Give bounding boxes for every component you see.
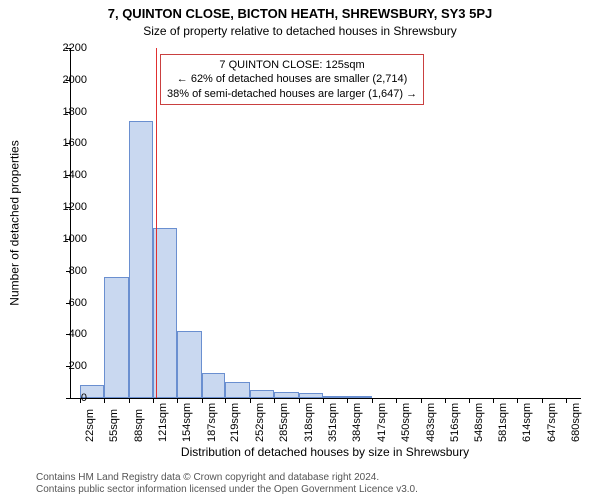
y-tick-label: 200 bbox=[51, 360, 87, 372]
histogram-plot: 22sqm55sqm88sqm121sqm154sqm187sqm219sqm2… bbox=[70, 48, 581, 399]
page-title: 7, QUINTON CLOSE, BICTON HEATH, SHREWSBU… bbox=[0, 6, 600, 21]
y-tick-label: 1600 bbox=[51, 137, 87, 149]
histogram-bar bbox=[274, 392, 298, 398]
y-tick-label: 0 bbox=[51, 392, 87, 404]
x-tick-mark bbox=[129, 398, 130, 403]
x-tick-label: 384sqm bbox=[351, 403, 363, 442]
y-tick-label: 2000 bbox=[51, 74, 87, 86]
x-tick-mark bbox=[104, 398, 105, 403]
histogram-bar bbox=[323, 396, 347, 398]
footer-line-1: Contains HM Land Registry data © Crown c… bbox=[36, 472, 418, 484]
x-tick-mark bbox=[396, 398, 397, 403]
x-tick-mark bbox=[542, 398, 543, 403]
y-tick-label: 400 bbox=[51, 328, 87, 340]
page-subtitle: Size of property relative to detached ho… bbox=[0, 24, 600, 38]
x-tick-label: 417sqm bbox=[376, 403, 388, 442]
histogram-bar bbox=[129, 121, 153, 398]
x-tick-mark bbox=[372, 398, 373, 403]
reference-line bbox=[156, 48, 157, 398]
y-tick-label: 800 bbox=[51, 265, 87, 277]
histogram-bar bbox=[250, 390, 274, 398]
x-tick-mark bbox=[202, 398, 203, 403]
histogram-bar bbox=[225, 382, 249, 398]
y-tick-label: 600 bbox=[51, 297, 87, 309]
x-tick-label: 22sqm bbox=[84, 409, 96, 442]
x-tick-mark bbox=[493, 398, 494, 403]
x-tick-mark bbox=[177, 398, 178, 403]
x-axis-label: Distribution of detached houses by size … bbox=[70, 445, 580, 459]
annotation-line-1: 7 QUINTON CLOSE: 125sqm bbox=[167, 58, 417, 72]
histogram-bar bbox=[299, 393, 323, 398]
x-tick-label: 88sqm bbox=[133, 409, 145, 442]
y-axis-label: Number of detached properties bbox=[8, 48, 22, 398]
x-tick-label: 680sqm bbox=[570, 403, 582, 442]
y-tick-label: 1000 bbox=[51, 233, 87, 245]
x-tick-mark bbox=[274, 398, 275, 403]
x-tick-label: 548sqm bbox=[473, 403, 485, 442]
x-tick-mark bbox=[299, 398, 300, 403]
x-tick-mark bbox=[347, 398, 348, 403]
x-tick-label: 219sqm bbox=[229, 403, 241, 442]
y-tick-label: 1400 bbox=[51, 169, 87, 181]
footer-line-2: Contains public sector information licen… bbox=[36, 484, 418, 496]
x-tick-mark bbox=[469, 398, 470, 403]
x-tick-mark bbox=[566, 398, 567, 403]
x-tick-label: 318sqm bbox=[303, 403, 315, 442]
x-tick-mark bbox=[445, 398, 446, 403]
annotation-line-2: ← 62% of detached houses are smaller (2,… bbox=[167, 72, 417, 86]
histogram-bar bbox=[202, 373, 226, 398]
x-tick-label: 516sqm bbox=[449, 403, 461, 442]
chart-area: 22sqm55sqm88sqm121sqm154sqm187sqm219sqm2… bbox=[70, 48, 580, 398]
x-tick-mark bbox=[323, 398, 324, 403]
x-tick-label: 285sqm bbox=[278, 403, 290, 442]
x-tick-label: 647sqm bbox=[546, 403, 558, 442]
x-tick-label: 351sqm bbox=[327, 403, 339, 442]
annotation-box: 7 QUINTON CLOSE: 125sqm← 62% of detached… bbox=[160, 54, 424, 105]
x-tick-mark bbox=[225, 398, 226, 403]
histogram-bar bbox=[104, 277, 128, 398]
y-tick-label: 1800 bbox=[51, 106, 87, 118]
x-tick-label: 581sqm bbox=[497, 403, 509, 442]
x-tick-label: 252sqm bbox=[254, 403, 266, 442]
x-tick-mark bbox=[250, 398, 251, 403]
annotation-line-3: 38% of semi-detached houses are larger (… bbox=[167, 87, 417, 101]
x-tick-label: 483sqm bbox=[425, 403, 437, 442]
footer-attribution: Contains HM Land Registry data © Crown c… bbox=[36, 472, 418, 496]
y-axis-label-text: Number of detached properties bbox=[8, 140, 22, 305]
x-tick-label: 614sqm bbox=[521, 403, 533, 442]
y-tick-label: 1200 bbox=[51, 201, 87, 213]
x-tick-mark bbox=[517, 398, 518, 403]
x-tick-label: 154sqm bbox=[181, 403, 193, 442]
y-tick-label: 2200 bbox=[51, 42, 87, 54]
x-tick-label: 450sqm bbox=[400, 403, 412, 442]
x-tick-mark bbox=[153, 398, 154, 403]
x-tick-label: 121sqm bbox=[157, 403, 169, 442]
histogram-bar bbox=[177, 331, 201, 398]
x-tick-mark bbox=[421, 398, 422, 403]
histogram-bar bbox=[347, 396, 371, 398]
x-tick-label: 187sqm bbox=[206, 403, 218, 442]
x-tick-label: 55sqm bbox=[108, 409, 120, 442]
